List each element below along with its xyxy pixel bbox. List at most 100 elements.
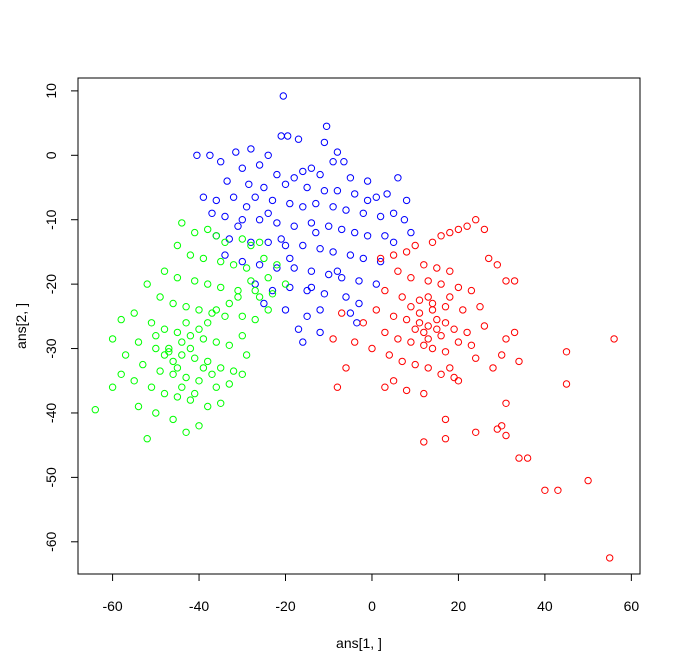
y-tick-label: 10 bbox=[43, 83, 59, 99]
data-point bbox=[225, 299, 234, 308]
data-point bbox=[147, 319, 156, 327]
data-point bbox=[355, 277, 363, 285]
data-point bbox=[398, 357, 406, 366]
data-point bbox=[372, 306, 380, 314]
data-point bbox=[182, 319, 190, 327]
data-point bbox=[541, 486, 549, 494]
data-point bbox=[515, 357, 523, 366]
series-2 bbox=[91, 219, 290, 443]
data-point bbox=[510, 328, 519, 337]
data-point bbox=[441, 435, 450, 443]
data-point bbox=[247, 145, 255, 153]
data-point bbox=[372, 280, 380, 288]
data-point bbox=[454, 377, 463, 385]
series-0 bbox=[193, 92, 415, 346]
data-point bbox=[223, 177, 231, 185]
data-point bbox=[277, 132, 285, 140]
data-point bbox=[420, 261, 428, 269]
x-tick-label: -20 bbox=[275, 598, 295, 614]
data-point bbox=[264, 306, 272, 314]
data-point bbox=[195, 306, 203, 314]
data-point bbox=[454, 338, 463, 346]
data-point bbox=[238, 164, 247, 172]
data-point bbox=[359, 254, 367, 263]
data-point bbox=[186, 344, 195, 353]
data-point bbox=[359, 209, 367, 218]
data-point bbox=[286, 254, 294, 263]
data-point bbox=[610, 335, 618, 343]
data-point bbox=[242, 351, 251, 359]
data-point bbox=[420, 389, 428, 398]
data-point bbox=[307, 164, 316, 172]
data-point bbox=[424, 335, 432, 343]
data-point bbox=[208, 370, 216, 378]
data-point bbox=[446, 267, 454, 275]
data-point bbox=[346, 174, 355, 182]
data-point bbox=[316, 328, 324, 337]
data-point bbox=[381, 232, 389, 240]
data-point bbox=[606, 554, 614, 562]
data-point bbox=[485, 254, 493, 263]
data-point bbox=[234, 293, 242, 301]
data-point bbox=[229, 193, 238, 201]
data-point bbox=[264, 151, 272, 160]
data-point bbox=[238, 332, 247, 340]
data-point bbox=[238, 257, 247, 266]
data-point bbox=[363, 196, 372, 205]
data-point bbox=[279, 92, 287, 100]
data-point bbox=[307, 283, 316, 292]
data-point bbox=[281, 241, 290, 250]
data-point bbox=[217, 257, 225, 266]
data-point bbox=[424, 277, 432, 285]
data-point bbox=[428, 306, 437, 314]
data-point bbox=[402, 196, 411, 205]
data-point bbox=[420, 438, 428, 446]
data-point bbox=[441, 303, 450, 311]
data-point bbox=[255, 238, 264, 247]
data-point bbox=[307, 219, 316, 227]
data-point bbox=[195, 422, 203, 430]
data-point bbox=[329, 158, 337, 166]
data-point bbox=[498, 351, 506, 359]
data-point bbox=[437, 370, 445, 378]
data-point bbox=[415, 296, 424, 304]
data-point bbox=[322, 122, 331, 131]
data-point bbox=[217, 399, 225, 407]
data-point bbox=[281, 306, 290, 314]
data-point bbox=[217, 158, 225, 166]
data-point bbox=[320, 138, 329, 147]
data-point bbox=[225, 341, 234, 349]
data-point bbox=[169, 357, 177, 366]
data-point bbox=[389, 312, 398, 320]
data-point bbox=[363, 177, 372, 185]
data-point bbox=[204, 319, 212, 327]
data-point bbox=[312, 199, 320, 208]
data-point bbox=[108, 383, 117, 391]
data-point bbox=[238, 235, 247, 243]
data-point bbox=[191, 389, 199, 398]
data-point bbox=[459, 306, 467, 314]
data-point bbox=[346, 309, 355, 317]
data-point bbox=[303, 183, 311, 192]
data-point bbox=[325, 222, 333, 230]
data-point bbox=[394, 335, 402, 343]
data-point bbox=[208, 309, 216, 317]
x-tick-label: 20 bbox=[451, 598, 467, 614]
data-point bbox=[238, 312, 247, 320]
data-point bbox=[433, 325, 441, 333]
data-point bbox=[433, 315, 441, 324]
data-point bbox=[437, 232, 445, 240]
data-point bbox=[238, 216, 247, 224]
data-point bbox=[428, 299, 437, 308]
data-point bbox=[316, 245, 324, 253]
data-point bbox=[415, 309, 424, 317]
data-point bbox=[441, 319, 450, 327]
data-point bbox=[247, 277, 255, 285]
data-point bbox=[121, 351, 130, 359]
data-point bbox=[165, 344, 173, 353]
data-point bbox=[498, 422, 506, 430]
data-point bbox=[325, 270, 333, 279]
data-point bbox=[251, 280, 259, 288]
data-point bbox=[186, 332, 195, 340]
data-point bbox=[389, 251, 398, 259]
